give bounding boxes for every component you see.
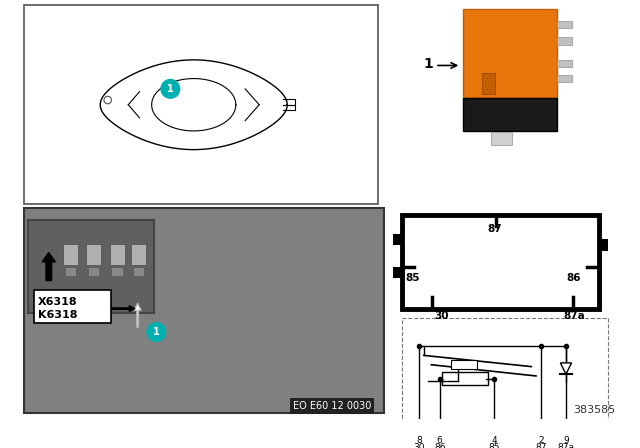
Text: K6318: K6318 [38, 310, 77, 320]
Bar [24, 207, 383, 414]
Bar [393, 267, 403, 278]
Circle shape [562, 426, 570, 434]
Polygon shape [561, 363, 572, 374]
Bar [442, 372, 488, 385]
Text: 4: 4 [491, 436, 497, 445]
Bar [86, 244, 101, 265]
Bar [463, 98, 557, 131]
Text: 86: 86 [566, 273, 580, 283]
Text: 8: 8 [416, 436, 422, 445]
Circle shape [161, 79, 180, 98]
Bar [24, 4, 378, 204]
Bar [65, 267, 76, 276]
Circle shape [436, 426, 444, 434]
Bar [63, 244, 78, 265]
FancyArrow shape [42, 253, 55, 280]
Text: 86: 86 [434, 443, 445, 448]
Bar [403, 215, 598, 309]
Circle shape [537, 426, 545, 434]
Text: 30: 30 [434, 311, 449, 321]
Text: 87a: 87a [557, 443, 575, 448]
Bar [557, 21, 572, 28]
Text: 1: 1 [153, 327, 160, 337]
Text: 30: 30 [413, 443, 425, 448]
Text: 1: 1 [424, 56, 433, 71]
Text: 2: 2 [538, 436, 543, 445]
Bar [482, 73, 495, 94]
Bar [133, 267, 144, 276]
Circle shape [415, 426, 423, 434]
Bar [451, 360, 477, 370]
Text: X6318: X6318 [38, 297, 77, 307]
Text: 87: 87 [535, 443, 547, 448]
Bar [393, 234, 403, 245]
Bar [491, 132, 512, 145]
Text: 383585: 383585 [573, 405, 616, 415]
Text: 85: 85 [405, 273, 420, 283]
Bar [557, 38, 572, 45]
Text: EO E60 12 0030: EO E60 12 0030 [293, 401, 371, 411]
Bar [88, 267, 99, 276]
Bar [463, 9, 557, 98]
Bar [403, 318, 608, 439]
Circle shape [104, 96, 111, 104]
Bar [111, 267, 123, 276]
Circle shape [490, 426, 498, 434]
Bar [557, 75, 572, 82]
Text: 6: 6 [437, 436, 443, 445]
Bar [34, 290, 111, 323]
FancyArrow shape [113, 306, 135, 311]
Text: 1: 1 [167, 84, 173, 94]
Text: 87a: 87a [563, 311, 585, 321]
Bar [28, 220, 154, 313]
Text: 85: 85 [488, 443, 500, 448]
Text: 9: 9 [563, 436, 569, 445]
Bar [131, 244, 146, 265]
Bar [598, 239, 608, 250]
Circle shape [147, 323, 166, 341]
Text: 87: 87 [488, 224, 502, 234]
Bar [109, 244, 125, 265]
FancyArrow shape [134, 303, 141, 327]
Bar [557, 60, 572, 67]
